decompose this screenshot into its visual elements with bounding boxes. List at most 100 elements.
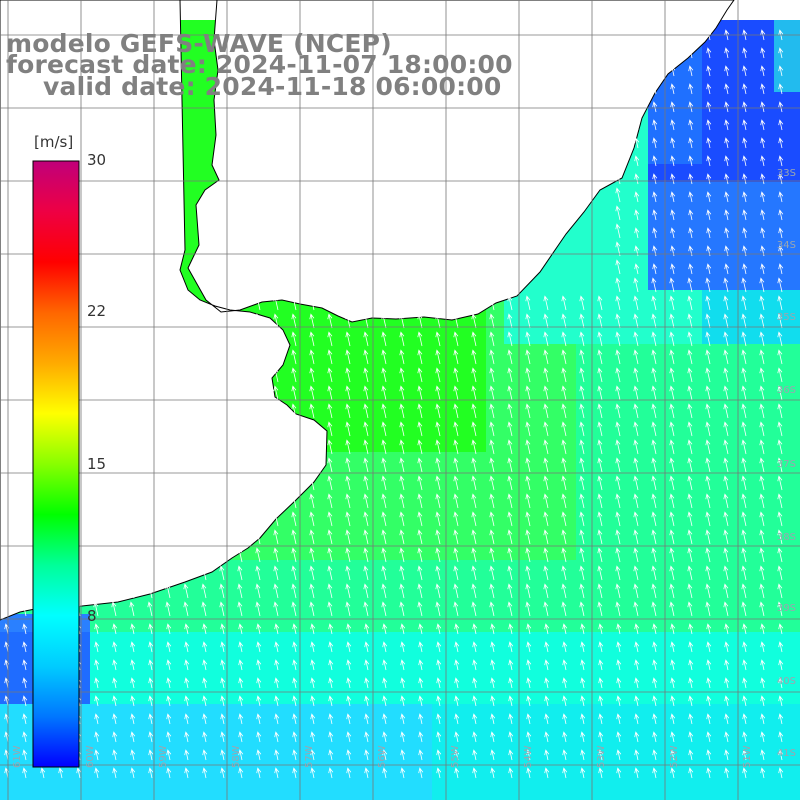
wind-speed-cell xyxy=(738,668,757,687)
wind-speed-cell xyxy=(504,524,523,543)
wind-arrow xyxy=(688,263,694,275)
wind-arrow xyxy=(723,583,729,599)
wind-speed-cell xyxy=(666,686,685,705)
wind-speed-cell xyxy=(774,326,793,345)
wind-speed-cell xyxy=(108,740,127,759)
wind-speed-cell xyxy=(180,650,199,669)
wind-arrow xyxy=(381,313,387,329)
wind-speed-cell xyxy=(0,794,19,800)
wind-speed-cell xyxy=(432,488,451,507)
wind-speed-cell xyxy=(234,776,253,795)
wind-arrow xyxy=(399,601,405,617)
wind-arrow xyxy=(381,565,387,581)
wind-arrow xyxy=(778,119,784,131)
wind-speed-cell xyxy=(378,614,397,633)
wind-arrow xyxy=(345,529,351,545)
wind-arrow xyxy=(129,601,135,617)
wind-arrow xyxy=(345,457,351,473)
wind-speed-cell xyxy=(486,326,505,345)
wind-speed-cell xyxy=(522,722,541,741)
wind-arrow xyxy=(292,641,298,653)
wind-arrow xyxy=(274,659,280,671)
wind-speed-cell xyxy=(756,542,775,561)
wind-arrow xyxy=(453,313,459,329)
wind-speed-cell xyxy=(792,470,800,489)
wind-arrow xyxy=(633,601,639,617)
wind-arrow xyxy=(399,547,405,563)
wind-speed-cell xyxy=(360,344,379,363)
wind-speed-cell xyxy=(630,164,649,183)
wind-speed-cell xyxy=(630,470,649,489)
wind-speed-cell xyxy=(792,308,800,327)
wind-arrow xyxy=(759,511,765,527)
wind-speed-cell xyxy=(648,722,667,741)
wind-speed-cell xyxy=(216,668,235,687)
wind-arrow xyxy=(435,475,441,491)
wind-arrow xyxy=(579,583,585,599)
wind-speed-cell xyxy=(504,488,523,507)
wind-arrow xyxy=(363,349,369,365)
wind-speed-cell xyxy=(684,110,703,129)
wind-arrow xyxy=(543,385,549,401)
wind-speed-cell xyxy=(252,668,271,687)
wind-arrow xyxy=(670,47,676,59)
wind-speed-cell xyxy=(792,236,800,255)
wind-arrow xyxy=(238,641,244,653)
wind-speed-cell xyxy=(486,578,505,597)
wind-speed-cell xyxy=(720,416,739,435)
wind-speed-cell xyxy=(720,128,739,147)
wind-arrow xyxy=(327,349,333,365)
wind-speed-cell xyxy=(666,164,685,183)
wind-speed-cell xyxy=(486,686,505,705)
wind-speed-cell xyxy=(486,740,505,759)
wind-speed-cell xyxy=(612,560,631,579)
wind-speed-cell xyxy=(234,578,253,597)
wind-arrow xyxy=(778,101,784,113)
wind-arrow xyxy=(417,349,423,365)
wind-arrow xyxy=(669,511,675,527)
wind-speed-cell xyxy=(756,146,775,165)
wind-arrow xyxy=(760,155,766,167)
wind-speed-cell xyxy=(252,794,271,800)
wind-arrow xyxy=(741,331,747,347)
wind-speed-cell xyxy=(288,560,307,579)
wind-arrow xyxy=(777,493,783,509)
wind-speed-cell xyxy=(630,182,649,201)
wind-arrow xyxy=(255,349,261,365)
wind-speed-cell xyxy=(684,326,703,345)
wind-speed-cell xyxy=(702,434,721,453)
wind-arrow xyxy=(579,403,585,419)
wind-speed-cell xyxy=(378,506,397,525)
wind-arrow xyxy=(670,227,676,239)
wind-speed-cell xyxy=(414,362,433,381)
wind-speed-cell xyxy=(198,650,217,669)
wind-speed-cell xyxy=(648,452,667,471)
wind-arrow xyxy=(778,731,784,743)
wind-speed-cell xyxy=(234,650,253,669)
wind-speed-cell xyxy=(144,794,163,800)
wind-speed-cell xyxy=(738,128,757,147)
wind-arrow xyxy=(400,695,406,707)
wind-arrow xyxy=(742,713,748,725)
wind-speed-cell xyxy=(522,470,541,489)
wind-speed-cell xyxy=(54,776,73,795)
wind-arrow xyxy=(651,583,657,599)
wind-speed-cell xyxy=(180,128,199,147)
wind-speed-cell xyxy=(324,452,343,471)
wind-speed-cell xyxy=(396,524,415,543)
wind-arrow xyxy=(255,385,261,401)
wind-speed-cell xyxy=(504,380,523,399)
wind-arrow xyxy=(777,367,783,383)
wind-arrow xyxy=(21,601,27,617)
wind-speed-cell xyxy=(540,290,559,309)
wind-arrow xyxy=(273,421,279,437)
wind-arrow xyxy=(274,623,280,635)
wind-arrow xyxy=(435,511,441,527)
wind-arrow xyxy=(526,695,532,707)
wind-speed-cell xyxy=(234,632,253,651)
wind-arrow xyxy=(435,547,441,563)
wind-speed-cell xyxy=(414,452,433,471)
wind-speed-cell xyxy=(324,704,343,723)
wind-arrow xyxy=(310,641,316,653)
wind-arrow xyxy=(543,547,549,563)
